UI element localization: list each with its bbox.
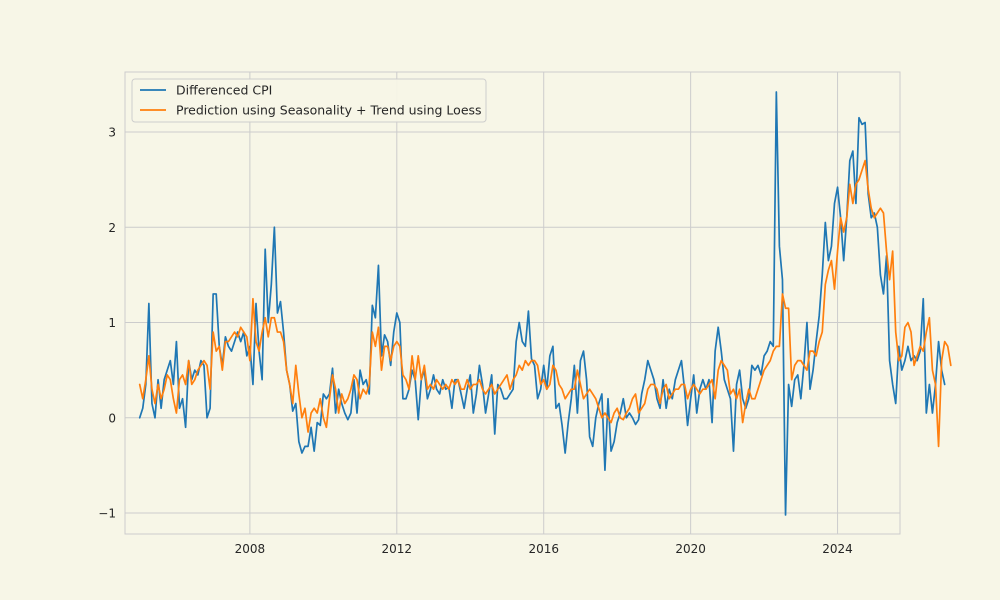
series-line-prediction xyxy=(138,159,952,448)
tick-labels: 2008 2012 2016 2020 2024 −1 0 1 2 3 xyxy=(98,126,853,556)
legend: Differenced CPI Prediction using Seasona… xyxy=(131,78,487,123)
y-tick-label: 1 xyxy=(108,316,116,330)
y-tick-label: 3 xyxy=(108,126,116,140)
grid xyxy=(125,72,900,534)
legend-label-differenced-cpi: Differenced CPI xyxy=(176,83,272,98)
x-tick-label: 2016 xyxy=(528,542,559,556)
x-tick-label: 2008 xyxy=(235,542,266,556)
y-tick-label: −1 xyxy=(98,507,116,521)
legend-label-prediction: Prediction using Seasonality + Trend usi… xyxy=(176,103,482,118)
legend-box xyxy=(131,78,487,123)
plot-background xyxy=(124,71,901,535)
series-layer xyxy=(138,91,952,516)
series-line-differenced-cpi xyxy=(138,91,946,516)
x-tick-label: 2024 xyxy=(822,542,853,556)
x-tick-label: 2012 xyxy=(382,542,413,556)
x-tick-label: 2020 xyxy=(675,542,706,556)
y-tick-label: 0 xyxy=(108,411,116,425)
y-tick-label: 2 xyxy=(108,221,116,235)
